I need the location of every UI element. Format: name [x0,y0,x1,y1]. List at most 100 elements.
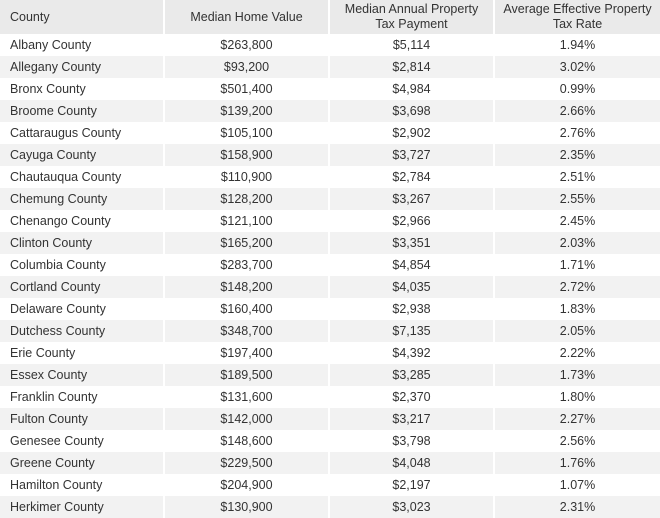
median-tax-payment-cell: $3,023 [329,496,495,518]
median-home-value-cell: $93,200 [164,56,330,78]
table-row: Broome County $139,200 $3,698 2.66% [0,100,660,122]
effective-tax-rate-cell: 2.76% [559,126,596,140]
median-tax-payment-cell: $4,048 [329,452,495,474]
county-cell: Cayuga County [0,144,165,166]
county-cell: Chautauqua County [0,166,165,188]
median-tax-payment-cell: $3,217 [329,408,495,430]
median-tax-payment-cell: $4,035 [329,276,495,298]
median-home-value-cell: $142,000 [164,408,330,430]
table-row: Hamilton County $204,900 $2,197 1.07% [0,474,660,496]
median-home-value-cell: $148,200 [164,276,330,298]
median-tax-payment-cell: $7,135 [329,320,495,342]
county-cell: Genesee County [0,430,165,452]
table-row: Delaware County $160,400 $2,938 1.83% [0,298,660,320]
table-row: Genesee County $148,600 $3,798 2.56% [0,430,660,452]
median-home-value-cell: $148,600 [164,430,330,452]
effective-tax-rate-cell: 2.55% [559,192,596,206]
median-tax-payment-cell: $2,197 [329,474,495,496]
table-row: Columbia County $283,700 $4,854 1.71% [0,254,660,276]
effective-tax-rate-cell: 2.35% [559,148,596,162]
table-row: Albany County $263,800 $5,114 1.94% [0,34,660,56]
effective-tax-rate-cell: 2.05% [559,324,596,338]
median-home-value-cell: $165,200 [164,232,330,254]
county-cell: Dutchess County [0,320,165,342]
effective-tax-rate-cell: 3.02% [559,60,596,74]
median-home-value-cell: $197,400 [164,342,330,364]
median-tax-payment-cell: $2,902 [329,122,495,144]
table-row: Essex County $189,500 $3,285 1.73% [0,364,660,386]
median-tax-payment-cell: $3,698 [329,100,495,122]
table-body: Albany County $263,800 $5,114 1.94% Allegany… [0,34,660,518]
effective-tax-rate-cell: 2.45% [559,214,596,228]
county-cell: Fulton County [0,408,165,430]
median-tax-payment-cell: $2,966 [329,210,495,232]
median-tax-payment-cell: $4,392 [329,342,495,364]
median-home-value-cell: $283,700 [164,254,330,276]
median-tax-payment-cell: $3,798 [329,430,495,452]
table-row: Cattaraugus County $105,100 $2,902 2.76% [0,122,660,144]
effective-tax-rate-cell: 1.07% [559,478,596,492]
median-tax-payment-cell: $2,784 [329,166,495,188]
median-home-value-cell: $189,500 [164,364,330,386]
table-row: Franklin County $131,600 $2,370 1.80% [0,386,660,408]
effective-tax-rate-cell: 2.31% [559,500,596,514]
table-row: Fulton County $142,000 $3,217 2.27% [0,408,660,430]
median-tax-payment-cell: $3,285 [329,364,495,386]
median-tax-payment-cell: $5,114 [329,34,495,56]
median-tax-payment-cell: $2,370 [329,386,495,408]
median-home-value-cell: $263,800 [164,34,330,56]
table-row: Chenango County $121,100 $2,966 2.45% [0,210,660,232]
column-header-median-home-value[interactable]: Median Home Value [164,0,330,34]
median-home-value-cell: $131,600 [164,386,330,408]
county-cell: Chemung County [0,188,165,210]
county-cell: Albany County [0,34,165,56]
column-header-effective-tax-rate[interactable]: Average Effective Property Tax Rate [494,0,660,34]
table-row: Cayuga County $158,900 $3,727 2.35% [0,144,660,166]
effective-tax-rate-cell: 0.99% [559,82,596,96]
median-home-value-cell: $229,500 [164,452,330,474]
median-tax-payment-cell: $4,984 [329,78,495,100]
effective-tax-rate-cell: 1.83% [559,302,596,316]
median-tax-payment-cell: $3,351 [329,232,495,254]
median-home-value-cell: $348,700 [164,320,330,342]
table-row: Allegany County $93,200 $2,814 3.02% [0,56,660,78]
county-cell: Clinton County [0,232,165,254]
median-home-value-cell: $128,200 [164,188,330,210]
county-cell: Erie County [0,342,165,364]
table-row: Clinton County $165,200 $3,351 2.03% [0,232,660,254]
table-row: Erie County $197,400 $4,392 2.22% [0,342,660,364]
effective-tax-rate-cell: 2.56% [559,434,596,448]
effective-tax-rate-cell: 2.27% [559,412,596,426]
median-home-value-cell: $204,900 [164,474,330,496]
county-cell: Bronx County [0,78,165,100]
county-cell: Cattaraugus County [0,122,165,144]
effective-tax-rate-cell: 2.22% [559,346,596,360]
median-tax-payment-cell: $2,814 [329,56,495,78]
table-header: County Median Home Value Median Annual P… [0,0,660,34]
median-home-value-cell: $501,400 [164,78,330,100]
median-home-value-cell: $160,400 [164,298,330,320]
column-header-median-tax-payment[interactable]: Median Annual Property Tax Payment [329,0,495,34]
effective-tax-rate-cell: 2.03% [559,236,596,250]
county-cell: Essex County [0,364,165,386]
county-cell: Delaware County [0,298,165,320]
median-tax-payment-cell: $3,727 [329,144,495,166]
median-tax-payment-cell: $3,267 [329,188,495,210]
county-cell: Broome County [0,100,165,122]
county-cell: Greene County [0,452,165,474]
county-cell: Cortland County [0,276,165,298]
effective-tax-rate-cell: 1.94% [559,38,596,52]
effective-tax-rate-cell: 1.80% [559,390,596,404]
median-home-value-cell: $139,200 [164,100,330,122]
median-home-value-cell: $121,100 [164,210,330,232]
table-row: Dutchess County $348,700 $7,135 2.05% [0,320,660,342]
table-row: Greene County $229,500 $4,048 1.76% [0,452,660,474]
effective-tax-rate-cell: 2.51% [559,170,596,184]
county-cell: Franklin County [0,386,165,408]
column-header-county[interactable]: County [0,0,165,34]
median-home-value-cell: $130,900 [164,496,330,518]
table-row: Chemung County $128,200 $3,267 2.55% [0,188,660,210]
county-cell: Hamilton County [0,474,165,496]
median-home-value-cell: $110,900 [164,166,330,188]
